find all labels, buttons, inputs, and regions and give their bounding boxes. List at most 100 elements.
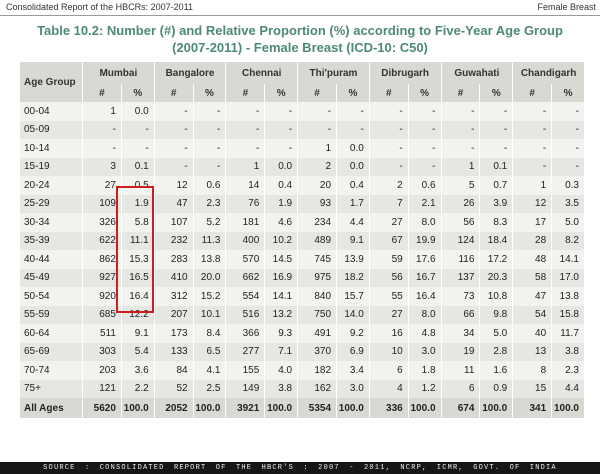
percent-cell: 4.6 [264, 213, 299, 232]
count-cell: 181 [225, 213, 266, 232]
count-cell: 366 [225, 324, 266, 343]
table-body: 00-04 1 0.0- - - - - - - - - - - -05-09- - - - - - - - - - - - - -… [20, 102, 585, 418]
percent-cell: 2.2 [121, 379, 155, 398]
percent-cell: - [408, 139, 442, 158]
percent-cell: 8.2 [551, 231, 585, 250]
table-row: 25-29 109 1.9 47 2.3 76 1.9 93 1.7 7 2.1 26 3.9 12 3.5 [20, 194, 585, 213]
percent-cell: 9.8 [479, 305, 514, 324]
percent-cell: 1.7 [336, 194, 370, 213]
percent-cell: 100.0 [193, 398, 227, 418]
percent-cell: 1.2 [408, 379, 442, 398]
count-cell: 303 [82, 342, 122, 361]
percent-cell: 10.1 [193, 305, 227, 324]
count-cell: 162 [297, 379, 338, 398]
percent-cell: 9.3 [264, 324, 299, 343]
registry-header-bangalore: Bangalore [154, 62, 227, 84]
percent-cell: 1.6 [479, 361, 514, 380]
count-cell: - [82, 139, 122, 158]
count-cell: 5 [441, 176, 481, 195]
age-group-cell: 50-54 [20, 287, 83, 306]
percent-cell: 100.0 [121, 398, 155, 418]
count-cell: 47 [154, 194, 194, 213]
percent-cell: 9.1 [121, 324, 155, 343]
percent-cell: - [193, 102, 227, 121]
subheader-number: # [297, 84, 338, 102]
header-site-name: Female Breast [537, 2, 596, 12]
subheader-number: # [441, 84, 481, 102]
subheader-percent: % [408, 84, 442, 102]
age-group-cell: 15-19 [20, 157, 83, 176]
count-cell: 73 [441, 287, 481, 306]
percent-cell: 0.0 [264, 157, 299, 176]
percent-cell: 3.0 [408, 342, 442, 361]
age-group-cell: 10-14 [20, 139, 83, 158]
count-cell: 58 [512, 268, 553, 287]
percent-cell: 17.2 [479, 250, 514, 269]
count-cell: 173 [154, 324, 194, 343]
count-cell: 277 [225, 342, 266, 361]
percent-cell: 1.8 [408, 361, 442, 380]
count-cell: - [82, 120, 122, 139]
count-cell: 34 [441, 324, 481, 343]
percent-cell: - [264, 120, 299, 139]
percent-cell: 3.0 [336, 379, 370, 398]
percent-cell: 100.0 [479, 398, 514, 418]
count-cell: 3 [82, 157, 122, 176]
count-cell: - [225, 139, 266, 158]
percent-cell: 100.0 [336, 398, 370, 418]
count-cell: 182 [297, 361, 338, 380]
count-cell: 4 [369, 379, 409, 398]
count-cell: - [512, 120, 553, 139]
count-cell: 5620 [82, 398, 122, 418]
count-cell: 685 [82, 305, 122, 324]
percent-cell: 17.0 [551, 268, 585, 287]
percent-cell: 2.8 [479, 342, 514, 361]
percent-cell: - [193, 157, 227, 176]
percent-cell: - [479, 120, 514, 139]
count-cell: - [369, 157, 409, 176]
percent-cell: 14.1 [264, 287, 299, 306]
percent-cell: - [193, 120, 227, 139]
percent-cell: 16.4 [408, 287, 442, 306]
percent-cell: 5.0 [479, 324, 514, 343]
percent-cell: 3.9 [479, 194, 514, 213]
percent-cell: 10.2 [264, 231, 299, 250]
count-cell: 16 [369, 324, 409, 343]
percent-cell: 19.9 [408, 231, 442, 250]
percent-cell: 3.4 [336, 361, 370, 380]
table-row: 15-19 3 0.1- -1 0.0 2 0.0- -1 0.1- - [20, 157, 585, 176]
count-cell: 56 [369, 268, 409, 287]
count-cell: 48 [512, 250, 553, 269]
count-cell: 207 [154, 305, 194, 324]
percent-cell: 0.0 [336, 157, 370, 176]
registry-header-row: Age Group Mumbai Bangalore Chennai Thi'p… [20, 62, 585, 102]
percent-cell: 15.8 [551, 305, 585, 324]
subheader-percent: % [264, 84, 299, 102]
count-cell: 76 [225, 194, 266, 213]
subheader-number: # [82, 84, 122, 102]
table-row: 35-39 622 11.1 232 11.3 400 10.2 489 9.1 67 19.9 12… [20, 231, 585, 250]
count-cell: 54 [512, 305, 553, 324]
percent-cell: 8.0 [408, 213, 442, 232]
age-group-cell: 70-74 [20, 361, 83, 380]
percent-cell: - [551, 157, 585, 176]
subheader-number: # [369, 84, 409, 102]
count-cell: 67 [369, 231, 409, 250]
count-cell: - [441, 102, 481, 121]
count-cell: 11 [441, 361, 481, 380]
percent-cell: 12.2 [121, 305, 155, 324]
source-bar: SOURCE : CONSOLIDATED REPORT OF THE HBCR… [0, 462, 600, 474]
percent-cell: 13.8 [193, 250, 227, 269]
percent-cell: - [408, 120, 442, 139]
percent-cell: 2.3 [193, 194, 227, 213]
count-cell: 326 [82, 213, 122, 232]
count-cell: 341 [512, 398, 553, 418]
percent-cell: 5.0 [551, 213, 585, 232]
count-cell: 2 [369, 176, 409, 195]
count-cell: - [369, 139, 409, 158]
count-cell: 3921 [225, 398, 266, 418]
table-row: 60-64 511 9.1 173 8.4 366 9.3 491 9.2 16 4.8 34 5.0 4… [20, 324, 585, 343]
count-cell: 6 [369, 361, 409, 380]
count-cell: 6 [441, 379, 481, 398]
percent-cell: 0.7 [479, 176, 514, 195]
